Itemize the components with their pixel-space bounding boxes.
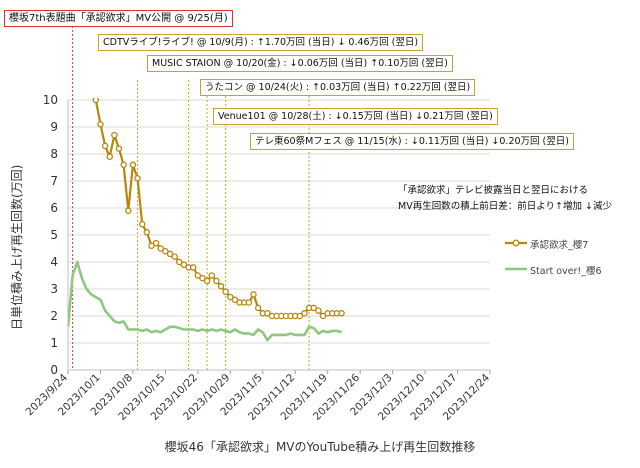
- y-tick-label: 2: [50, 309, 58, 323]
- data-point: [120, 161, 127, 169]
- y-tick-label: 4: [50, 255, 58, 269]
- data-point: [125, 207, 132, 214]
- data-point: [97, 121, 104, 128]
- data-point: [171, 253, 178, 260]
- x-tick-labels: 2023/9/242023/10/12023/10/82023/10/15202…: [24, 371, 493, 423]
- data-point: [319, 312, 327, 320]
- event-label-mfes: テレ東60祭Mフェス @ 11/15(水) : ↓0.11万回 (当日) ↓0.…: [250, 133, 574, 150]
- y-axis-label: 日単位積み上げ再生回数(万回): [10, 164, 24, 330]
- y-tick-label: 7: [50, 174, 58, 188]
- data-point: [138, 220, 146, 228]
- data-point: [162, 247, 169, 255]
- y-tick-label: 6: [50, 201, 58, 215]
- y-tick-label: 5: [50, 228, 58, 242]
- data-point: [180, 261, 188, 268]
- legend-marker-series-1: [512, 239, 520, 247]
- y-tick-labels: 0 1 2 3 4 5 6 7 8 9 10: [43, 93, 58, 377]
- data-point: [106, 153, 113, 160]
- annotation-note-line2: MV再生回数の積上前日差：前日より↑増加 ↓減少: [398, 201, 612, 212]
- data-point: [92, 98, 100, 104]
- data-point: [111, 131, 118, 139]
- data-point: [254, 304, 262, 312]
- y-tick-label: 10: [43, 93, 58, 107]
- series-line: [68, 260, 342, 342]
- y-tick-label: 1: [50, 336, 58, 350]
- data-point: [222, 288, 229, 295]
- data-point: [199, 274, 206, 282]
- data-point: [213, 277, 220, 285]
- data-point: [296, 312, 304, 320]
- data-point: [227, 293, 234, 301]
- data-point: [231, 296, 239, 304]
- data-point: [194, 272, 202, 279]
- data-point: [101, 142, 109, 150]
- event-label-cdtv: CDTVライブ!ライブ! @ 10/9(月) : ↑1.70万回 (当日) ↓ …: [98, 34, 424, 51]
- event-label-venue101: Venue101 @ 10/28(土) : ↓0.15万回 (当日) ↓0.21…: [213, 108, 498, 125]
- annotation-note: 「承認欲求」テレビ披露当日と翌日における MV再生回数の積上前日差：前日より↑増…: [398, 183, 612, 215]
- data-point: [189, 264, 197, 271]
- legend-markers: [505, 239, 527, 271]
- data-point: [166, 250, 174, 258]
- data-point: [217, 283, 225, 290]
- event-label-mv-release: 櫻坂7th表題曲「承認欲求」MV公開 @ 9/25(月): [4, 10, 233, 27]
- legend-entry-series-2: Start over!_櫻6: [530, 266, 602, 277]
- data-point: [148, 242, 155, 250]
- gridlines: [68, 99, 490, 371]
- annotation-note-line1: 「承認欲求」テレビ披露当日と翌日における: [398, 185, 589, 196]
- event-label-utacon: うたコン @ 10/24(火) : ↑0.03万回 (当日) ↑0.22万回 (…: [200, 79, 476, 96]
- chart-title: 櫻坂46「承認欲求」MVのYouTube積み上げ再生回数推移: [164, 440, 476, 454]
- y-tick-label: 9: [50, 120, 58, 134]
- data-point: [143, 229, 151, 236]
- data-point: [203, 277, 211, 285]
- data-point: [245, 299, 253, 306]
- data-point: [134, 175, 141, 182]
- data-point: [129, 161, 137, 169]
- y-tick-label: 8: [50, 147, 58, 161]
- event-label-music-station: MUSIC STAION @ 10/20(金) : ↓0.06万回 (当日) ↑…: [147, 55, 453, 72]
- data-point: [338, 310, 345, 317]
- data-point: [250, 291, 257, 298]
- data-point: [208, 272, 216, 279]
- y-tick-label: 0: [50, 363, 58, 377]
- data-point: [176, 258, 183, 266]
- event-lines: [72, 22, 310, 370]
- data-point: [157, 245, 164, 252]
- legend-entry-series-1: 承認欲求_櫻7: [530, 240, 589, 251]
- data-point: [301, 310, 308, 317]
- data-point: [115, 145, 123, 152]
- series-2: [68, 260, 342, 342]
- data-point: [152, 239, 160, 247]
- data-point: [264, 310, 271, 317]
- y-tick-label: 3: [50, 282, 58, 296]
- series-layer: [68, 98, 345, 342]
- series-1: [92, 98, 345, 320]
- data-point: [310, 304, 318, 312]
- data-point: [315, 307, 322, 314]
- axes: [67, 100, 491, 374]
